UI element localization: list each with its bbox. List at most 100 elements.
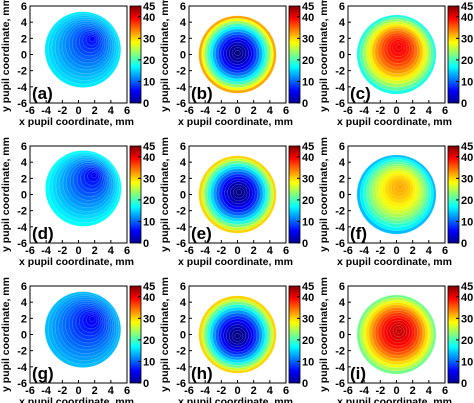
x-tick-label: 2: [410, 105, 416, 117]
colorbar: [447, 285, 460, 384]
x-tick-label: 6: [442, 105, 448, 117]
x-tick-label: 6: [442, 385, 448, 397]
y-tick-label: -2: [335, 206, 345, 218]
y-tick-label: 4: [180, 17, 187, 29]
x-tick-label: 4: [108, 105, 115, 117]
y-axis-label: y pupil coordinate, mm: [0, 277, 12, 392]
panel-label: (b): [191, 84, 213, 103]
panel-label: (g): [32, 364, 54, 383]
x-tick-label: 0: [393, 385, 399, 397]
colorbar-tick-label: 10: [143, 356, 155, 368]
colorbar-tick-label: 0: [461, 378, 467, 390]
colorbar-tick-label: 0: [302, 238, 308, 250]
y-tick-label: 2: [21, 33, 27, 45]
y-axis-label: y pupil coordinate, mm: [0, 0, 12, 112]
colorbar-tick-label: 10: [302, 76, 314, 88]
colorbar-tick-label: 10: [461, 216, 473, 228]
colorbar-tick-label: 45: [461, 281, 473, 293]
y-tick-label: -2: [176, 346, 186, 358]
x-tick-label: 2: [92, 245, 98, 257]
panel-label: (f): [350, 224, 367, 243]
contour-band: [397, 183, 404, 191]
x-tick-label: 6: [283, 385, 289, 397]
y-tick-label: 6: [339, 1, 345, 13]
x-tick-label: 0: [234, 385, 240, 397]
y-axis-label: y pupil coordinate, mm: [159, 137, 171, 252]
y-tick-label: 0: [21, 190, 27, 202]
y-tick-label: -4: [335, 222, 346, 234]
y-axis-label: y pupil coordinate, mm: [159, 0, 171, 112]
colorbar-tick-label: 10: [461, 76, 473, 88]
y-tick-label: -4: [176, 222, 187, 234]
colorbar-tick-label: 40: [143, 12, 155, 24]
x-tick-label: -6: [343, 385, 353, 397]
colorbar-tick-label: 0: [143, 378, 149, 390]
y-tick-label: 0: [180, 50, 186, 62]
colorbar-tick-label: 0: [302, 378, 308, 390]
y-tick-label: 6: [180, 1, 186, 13]
y-tick-label: -6: [335, 238, 345, 250]
colorbar-tick-label: 30: [302, 33, 314, 45]
y-tick-label: 2: [339, 33, 345, 45]
y-tick-label: 0: [339, 330, 345, 342]
panel-label: (h): [191, 364, 213, 383]
x-tick-label: 4: [108, 245, 115, 257]
colorbar-tick-label: 20: [143, 195, 155, 207]
y-tick-label: 4: [339, 157, 346, 169]
colorbar-tick-label: 40: [143, 292, 155, 304]
y-tick-label: -2: [17, 66, 27, 78]
x-tick-label: -2: [57, 385, 67, 397]
x-tick-label: 2: [251, 245, 257, 257]
x-tick-label: -2: [375, 245, 385, 257]
colorbar-tick-label: 0: [461, 238, 467, 250]
y-tick-label: -6: [176, 238, 186, 250]
y-axis-label: y pupil coordinate, mm: [159, 277, 171, 392]
panel-label: (a): [32, 84, 53, 103]
x-tick-label: -4: [41, 385, 52, 397]
x-tick-label: -2: [216, 245, 226, 257]
colorbar-tick-label: 40: [143, 152, 155, 164]
y-tick-label: -6: [17, 378, 27, 390]
x-tick-label: 6: [442, 245, 448, 257]
y-tick-label: 0: [339, 50, 345, 62]
panel-label: (d): [32, 224, 54, 243]
x-tick-label: -4: [200, 245, 211, 257]
x-tick-label: 2: [410, 385, 416, 397]
contour-band: [234, 332, 241, 340]
x-tick-label: 4: [267, 385, 274, 397]
y-tick-label: 6: [180, 281, 186, 293]
x-tick-label: 4: [426, 105, 433, 117]
x-tick-label: -4: [41, 105, 52, 117]
colorbar-tick-label: 0: [461, 98, 467, 110]
y-tick-label: -2: [335, 66, 345, 78]
y-tick-label: -4: [335, 362, 346, 374]
y-tick-label: 2: [21, 173, 27, 185]
x-axis-label: x pupil coordinate, mm: [178, 116, 293, 128]
colorbar-tick-label: 0: [302, 98, 308, 110]
x-tick-label: 6: [124, 105, 130, 117]
y-tick-label: -4: [176, 82, 187, 94]
colorbar-tick-label: 30: [302, 173, 314, 185]
x-tick-label: -6: [343, 105, 353, 117]
x-tick-label: 2: [92, 105, 98, 117]
x-tick-label: 2: [251, 385, 257, 397]
y-tick-label: -4: [176, 362, 187, 374]
y-tick-label: -4: [17, 362, 28, 374]
y-tick-label: -2: [335, 346, 345, 358]
colorbar-tick-label: 20: [461, 335, 473, 347]
colorbar-tick-label: 30: [143, 313, 155, 325]
y-tick-label: -6: [17, 238, 27, 250]
y-tick-label: 2: [180, 33, 186, 45]
x-tick-label: 0: [234, 105, 240, 117]
x-tick-label: -6: [25, 385, 35, 397]
x-tick-label: -6: [184, 385, 194, 397]
colorbar-tick-label: 30: [143, 173, 155, 185]
y-tick-label: 4: [339, 17, 346, 29]
x-tick-label: -6: [25, 105, 35, 117]
y-tick-label: 0: [180, 190, 186, 202]
